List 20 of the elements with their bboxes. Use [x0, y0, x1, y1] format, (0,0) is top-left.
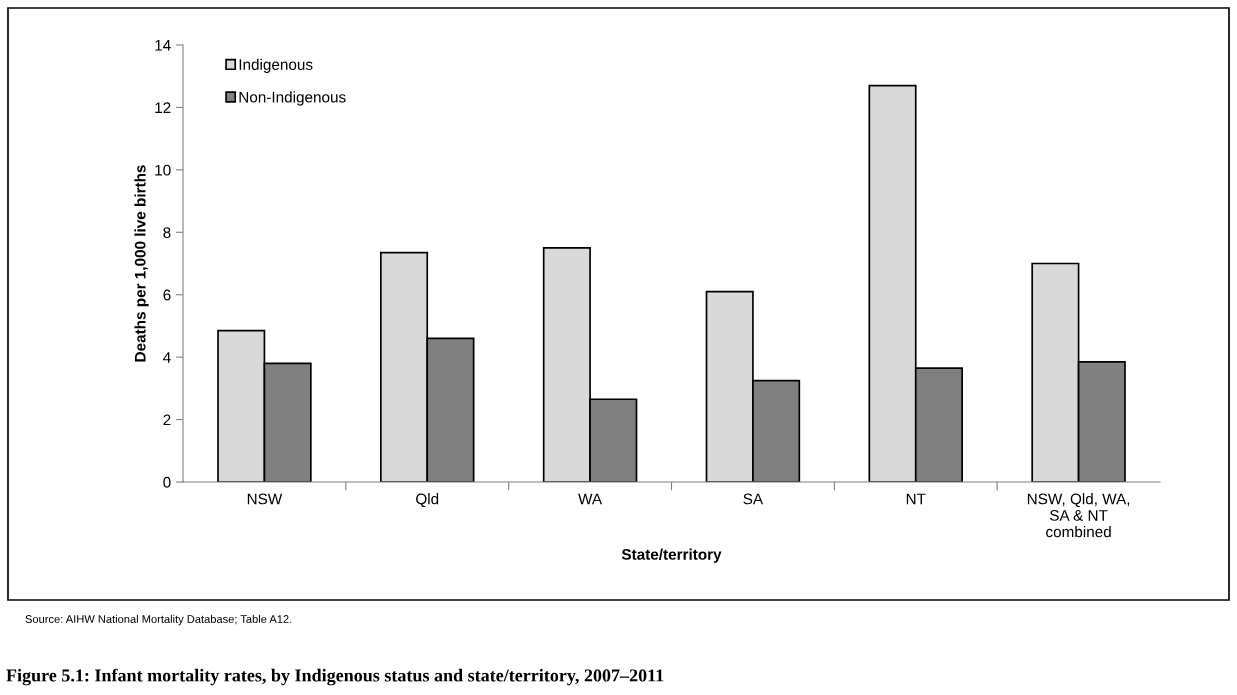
x-tick-label: SA — [743, 493, 764, 505]
x-tick-label: NT — [906, 493, 926, 505]
x-axis-title: State/territory — [621, 548, 722, 563]
x-tick-label: NSW, Qld, WA, SA & NT combined — [1027, 493, 1130, 538]
y-tick-label: 8 — [163, 227, 171, 238]
x-tick-label: Qld — [416, 493, 439, 508]
legend-label: Indigenous — [239, 58, 313, 73]
source-note: Source: AIHW National Mortality Database; Table A12. — [25, 614, 292, 626]
y-tick-label: 6 — [163, 289, 171, 301]
x-tick-label: WA — [578, 493, 603, 505]
y-tick-label: 0 — [163, 476, 171, 488]
y-tick-label: 14 — [155, 40, 171, 51]
y-tick-label: 10 — [155, 164, 171, 176]
text: Figure 5.1: Infant mortality rates, by Indigenous status and state/territory, 2007–2011 — [6, 668, 664, 686]
y-tick-label: 4 — [163, 352, 171, 363]
y-tick-label: 12 — [155, 102, 171, 113]
x-tick-label: NSW — [247, 493, 283, 505]
legend-label: Non-Indigenous — [239, 91, 346, 106]
y-axis-title: Deaths per 1,000 live births — [134, 165, 149, 362]
y-tick-label: 2 — [163, 414, 171, 426]
